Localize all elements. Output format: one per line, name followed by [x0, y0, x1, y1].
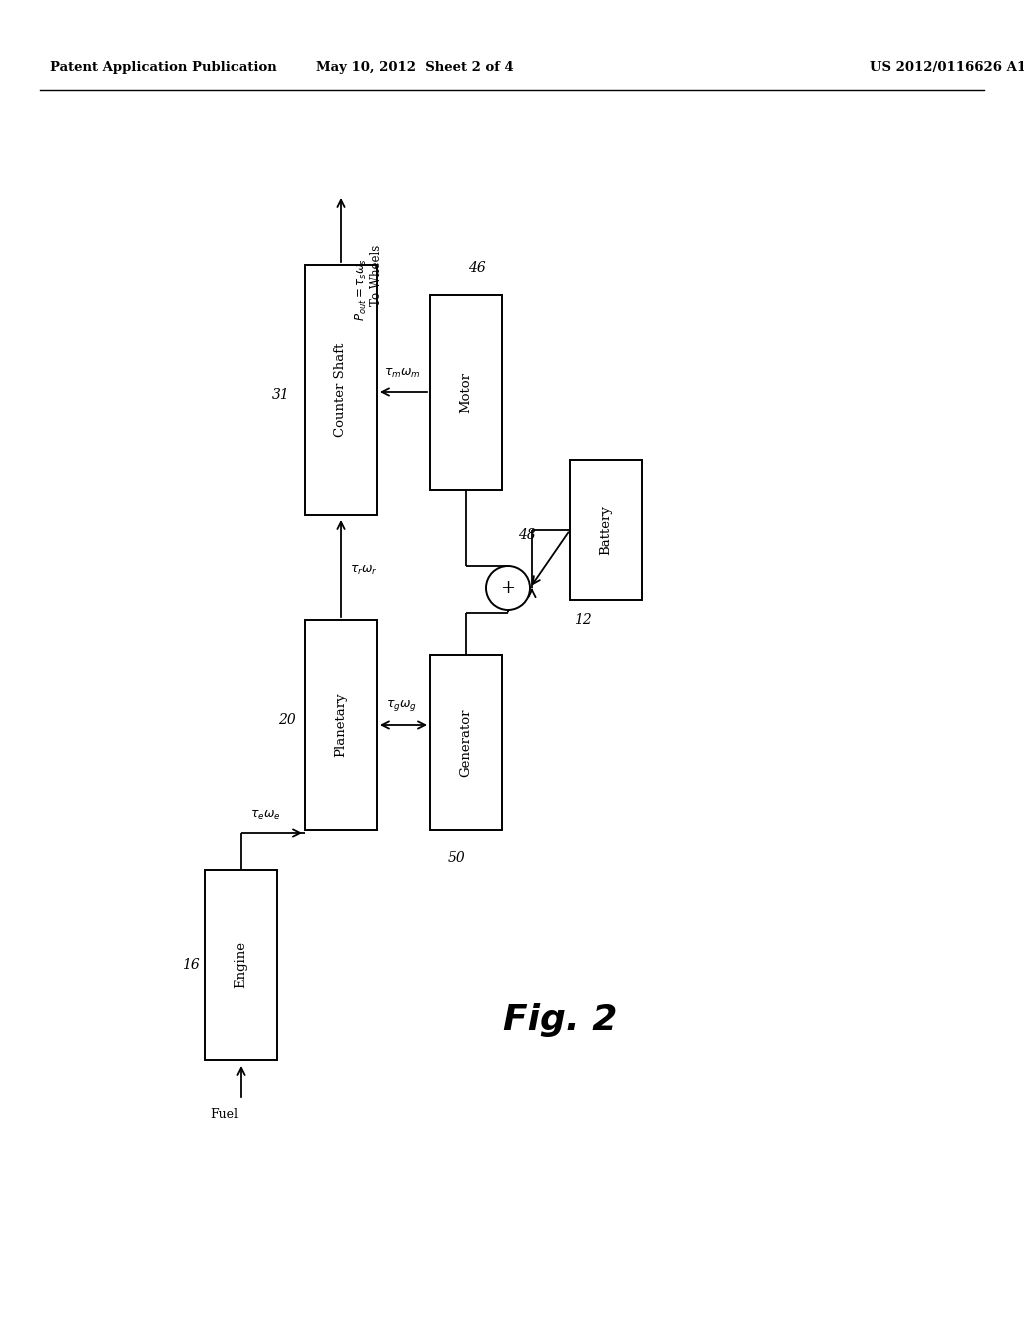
Bar	[430, 294, 502, 490]
Text: May 10, 2012  Sheet 2 of 4: May 10, 2012 Sheet 2 of 4	[316, 62, 514, 74]
Text: Battery: Battery	[599, 506, 612, 554]
Text: $P_{out} = \tau_s\omega_s$: $P_{out} = \tau_s\omega_s$	[354, 257, 369, 321]
Text: Counter Shaft: Counter Shaft	[335, 343, 347, 437]
Text: 46: 46	[468, 261, 485, 275]
Circle shape	[486, 566, 530, 610]
Text: Generator: Generator	[460, 709, 472, 776]
Text: $\tau_m\omega_m$: $\tau_m\omega_m$	[384, 367, 421, 380]
Text: 12: 12	[574, 612, 592, 627]
Text: Patent Application Publication: Patent Application Publication	[50, 62, 276, 74]
Text: $\tau_g\omega_g$: $\tau_g\omega_g$	[386, 698, 418, 713]
Text: 31: 31	[272, 388, 290, 403]
Text: Planetary: Planetary	[335, 693, 347, 758]
Text: US 2012/0116626 A1: US 2012/0116626 A1	[870, 62, 1024, 74]
Bar	[570, 459, 642, 601]
Text: Fuel: Fuel	[210, 1107, 238, 1121]
Text: Engine: Engine	[234, 941, 248, 989]
Text: Motor: Motor	[460, 372, 472, 413]
Bar	[305, 620, 377, 830]
Text: Fig. 2: Fig. 2	[503, 1003, 617, 1038]
Text: 16: 16	[182, 958, 200, 972]
Text: 48: 48	[518, 528, 536, 543]
Text: $\tau_r\omega_r$: $\tau_r\omega_r$	[350, 564, 378, 577]
Text: $\tau_e\omega_e$: $\tau_e\omega_e$	[250, 809, 281, 822]
Bar	[430, 655, 502, 830]
Text: 50: 50	[449, 851, 466, 865]
Bar	[305, 265, 377, 515]
Text: +: +	[501, 579, 515, 597]
Text: 20: 20	[278, 713, 296, 727]
Bar	[205, 870, 278, 1060]
Text: To Wheels: To Wheels	[370, 246, 383, 306]
